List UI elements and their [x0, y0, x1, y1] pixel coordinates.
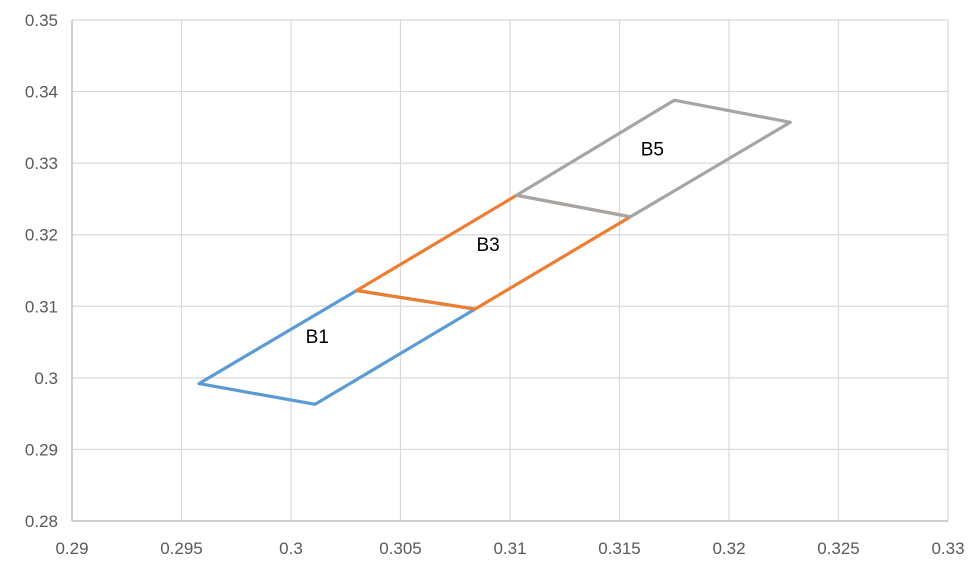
x-tick-label: 0.315 [598, 539, 641, 558]
series-b1-outline [197, 288, 477, 406]
x-tick-label: 0.325 [817, 539, 860, 558]
y-tick-label: 0.34 [25, 83, 58, 102]
axes [71, 20, 948, 522]
y-tick-label: 0.35 [25, 11, 58, 30]
x-tick-label: 0.33 [931, 539, 964, 558]
y-tick-labels: 0.28 0.29 0.3 0.31 0.32 0.33 0.34 0.35 [25, 11, 58, 531]
x-tick-label: 0.32 [712, 539, 745, 558]
series-b1-label: B1 [306, 327, 329, 348]
series-b5-label: B5 [641, 139, 664, 160]
x-tick-label: 0.31 [493, 539, 526, 558]
y-tick-label: 0.28 [25, 512, 58, 531]
series-b5-outline [514, 98, 792, 219]
y-tick-label: 0.3 [34, 369, 58, 388]
y-tick-label: 0.33 [25, 154, 58, 173]
y-tick-label: 0.32 [25, 226, 58, 245]
x-tick-labels: 0.29 0.295 0.3 0.305 0.31 0.315 0.32 0.325 0.33 [55, 539, 964, 558]
x-tick-label: 0.295 [160, 539, 203, 558]
y-tick-label: 0.29 [25, 440, 58, 459]
x-tick-label: 0.29 [55, 539, 88, 558]
series-group [197, 98, 792, 406]
y-tick-label: 0.31 [25, 297, 58, 316]
grid [72, 19, 949, 521]
x-tick-label: 0.3 [279, 539, 303, 558]
series-b3-label: B3 [476, 235, 499, 256]
region-labels: B1 B3 B5 [306, 139, 664, 348]
x-tick-label: 0.305 [379, 539, 422, 558]
